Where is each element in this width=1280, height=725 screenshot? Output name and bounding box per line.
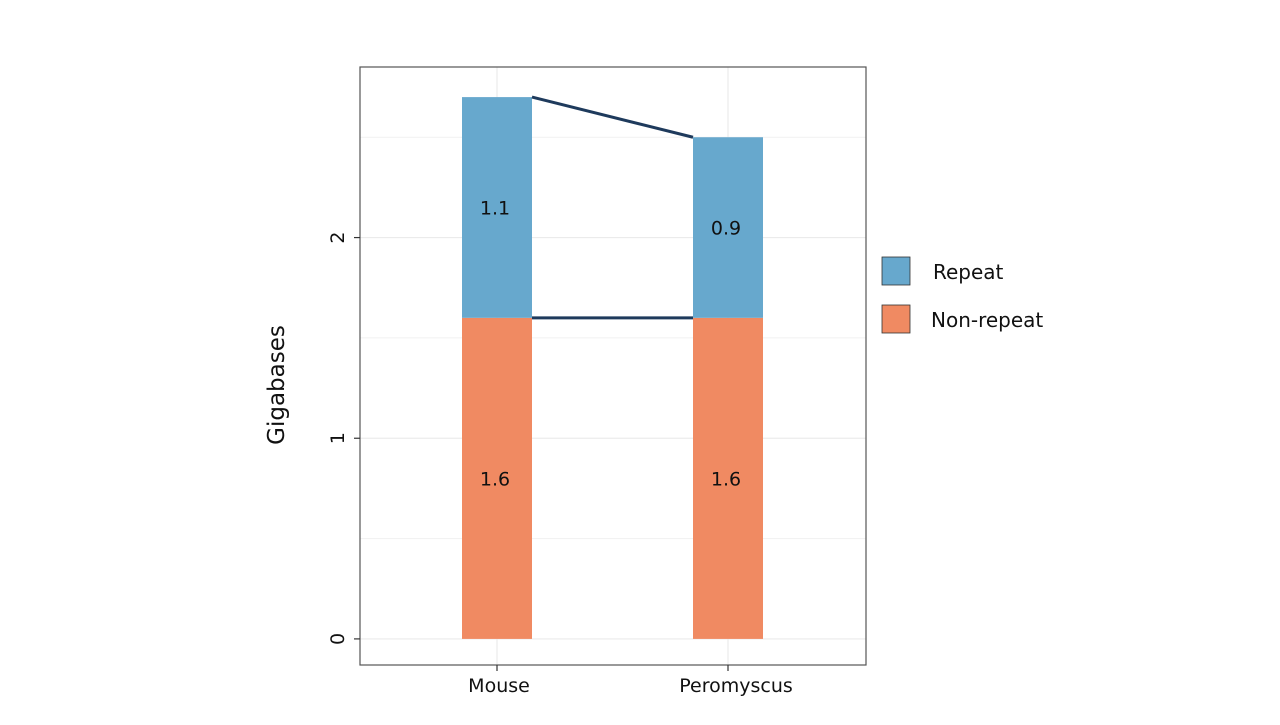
x-tick-label: Mouse — [468, 675, 530, 697]
bar-value-label: 1.6 — [480, 468, 510, 490]
y-axis-title: Gigabases — [264, 325, 290, 445]
legend: Repeat Non-repeat — [881, 256, 1043, 334]
legend-label-repeat: Repeat — [933, 260, 1004, 284]
connector-lines — [531, 95, 694, 320]
bar-repeat-mouse — [462, 97, 532, 318]
bar-value-label: 1.1 — [480, 197, 510, 219]
bar-value-label: 0.9 — [711, 218, 741, 240]
bar-value-label: 1.6 — [711, 468, 741, 490]
y-tick-label: 1 — [327, 432, 349, 444]
connector-line-repeat — [531, 95, 694, 139]
grid-lines — [360, 67, 866, 665]
legend-key-non-repeat — [881, 304, 911, 334]
bar-repeat-peromyscus — [693, 137, 763, 318]
axes: 0 1 2 Mouse Peromyscus — [327, 232, 793, 697]
bar-non-repeat-peromyscus — [693, 317, 763, 639]
y-tick-label: 0 — [327, 633, 349, 645]
bar-non-repeat-mouse — [462, 317, 532, 639]
legend-label-non-repeat: Non-repeat — [931, 308, 1043, 332]
bars — [462, 97, 763, 639]
y-tick-label: 2 — [327, 232, 349, 244]
plot-panel-border — [359, 66, 867, 666]
data-labels: 1.6 1.6 1.1 0.9 — [480, 197, 741, 490]
x-tick-label: Peromyscus — [679, 675, 793, 697]
legend-key-repeat — [881, 256, 911, 286]
